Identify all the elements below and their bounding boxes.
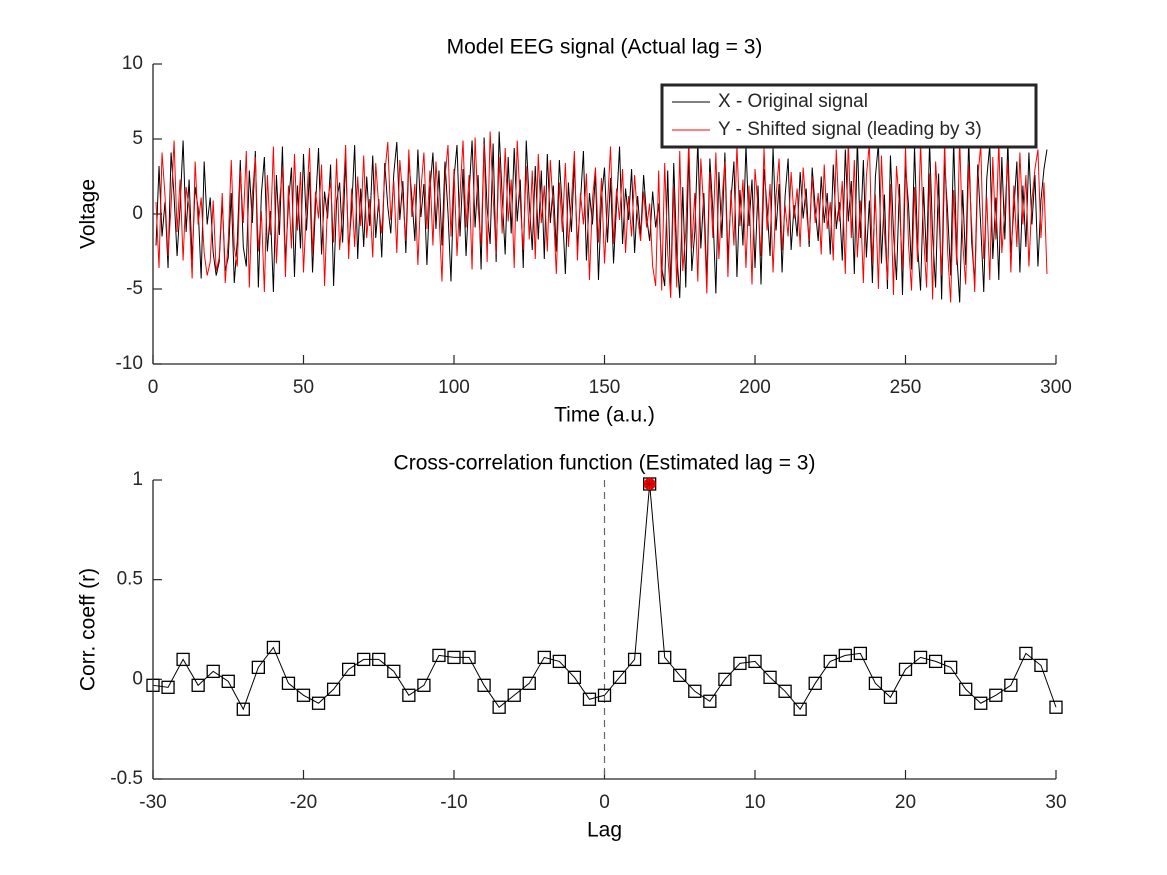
peak-star xyxy=(644,478,655,489)
data-marker xyxy=(462,650,476,665)
data-marker xyxy=(251,660,266,675)
data-marker xyxy=(612,670,627,684)
data-marker xyxy=(402,688,416,702)
data-marker xyxy=(522,676,536,690)
data-marker xyxy=(913,650,928,665)
x-axis-label: Lag xyxy=(587,819,622,842)
data-marker xyxy=(447,650,461,665)
x-tick-label: 100 xyxy=(438,377,470,398)
x-tick-label: 50 xyxy=(293,377,314,398)
data-marker xyxy=(778,684,792,698)
data-marker xyxy=(191,678,205,692)
data-marker xyxy=(372,652,386,667)
data-marker xyxy=(311,696,326,710)
y-tick-label: -10 xyxy=(116,353,143,374)
data-marker xyxy=(387,664,401,679)
data-marker xyxy=(281,676,296,690)
data-marker xyxy=(989,688,1003,702)
data-line xyxy=(155,131,1048,303)
y-tick-label: -5 xyxy=(126,278,143,299)
data-marker xyxy=(582,692,597,706)
x-tick-label: 10 xyxy=(744,792,765,813)
data-marker xyxy=(688,684,702,698)
data-marker xyxy=(507,688,521,702)
data-marker xyxy=(176,652,190,667)
data-marker xyxy=(974,696,988,710)
data-marker xyxy=(161,680,175,694)
data-marker xyxy=(868,676,883,690)
data-marker xyxy=(959,682,973,696)
x-tick-label: -30 xyxy=(139,792,166,813)
data-marker xyxy=(673,668,687,682)
x-tick-label: 150 xyxy=(589,377,621,398)
y-tick-label: 0 xyxy=(132,668,143,689)
x-tick-label: -20 xyxy=(290,792,317,813)
x-tick-label: 250 xyxy=(890,377,922,398)
chart-title: Model EEG signal (Actual lag = 3) xyxy=(447,36,763,59)
y-axis-label: Corr. coeff (r) xyxy=(77,568,100,691)
y-tick-label: -0.5 xyxy=(110,768,143,789)
data-line xyxy=(152,483,1057,711)
data-line xyxy=(155,131,1048,303)
data-marker xyxy=(1034,658,1048,673)
y-tick-label: 0.5 xyxy=(117,569,143,590)
data-marker xyxy=(341,662,356,677)
data-marker xyxy=(597,688,612,702)
data-marker xyxy=(1019,646,1033,661)
legend-box xyxy=(660,83,1038,149)
data-marker xyxy=(552,654,566,669)
data-marker xyxy=(206,664,220,679)
data-marker xyxy=(477,678,491,692)
x-tick-label: 300 xyxy=(1040,377,1072,398)
data-marker xyxy=(928,654,943,669)
x-tick-label: 0 xyxy=(599,792,610,813)
data-marker xyxy=(748,654,762,669)
data-marker xyxy=(326,682,341,696)
data-marker xyxy=(1049,700,1063,714)
data-marker xyxy=(266,640,281,655)
data-marker xyxy=(658,650,672,665)
data-marker xyxy=(221,674,235,688)
y-tick-label: 1 xyxy=(132,469,143,490)
x-axis-label: Time (a.u.) xyxy=(554,404,655,427)
data-marker xyxy=(627,652,642,667)
x-tick-label: 200 xyxy=(739,377,771,398)
data-marker xyxy=(898,662,913,677)
data-marker xyxy=(537,650,551,665)
chart-title: Cross-correlation function (Estimated la… xyxy=(394,452,816,475)
x-tick-label: 30 xyxy=(1045,792,1066,813)
data-marker xyxy=(763,670,777,684)
legend-label: Y - Shifted signal (leading by 3) xyxy=(718,119,982,140)
data-marker xyxy=(853,646,867,661)
data-marker xyxy=(808,676,822,690)
y-tick-label: 5 xyxy=(132,128,143,149)
data-marker xyxy=(492,700,506,714)
data-marker xyxy=(432,648,446,663)
data-marker xyxy=(883,690,898,704)
data-marker xyxy=(944,660,958,675)
legend-label: X - Original signal xyxy=(718,91,868,112)
data-marker xyxy=(703,694,717,708)
data-marker xyxy=(718,672,732,686)
data-marker xyxy=(296,688,311,702)
y-tick-label: 0 xyxy=(132,203,143,224)
data-marker xyxy=(793,702,807,716)
y-tick-label: 10 xyxy=(122,53,143,74)
data-marker xyxy=(357,652,371,667)
data-marker xyxy=(417,678,431,692)
x-tick-label: -10 xyxy=(440,792,467,813)
y-axis-label: Voltage xyxy=(77,179,100,249)
data-marker xyxy=(733,656,747,671)
data-marker xyxy=(567,670,582,684)
data-marker xyxy=(1004,678,1018,692)
data-marker xyxy=(838,648,852,663)
x-tick-label: 20 xyxy=(895,792,916,813)
data-marker xyxy=(823,654,837,669)
data-marker xyxy=(236,702,250,716)
x-tick-label: 0 xyxy=(148,377,159,398)
